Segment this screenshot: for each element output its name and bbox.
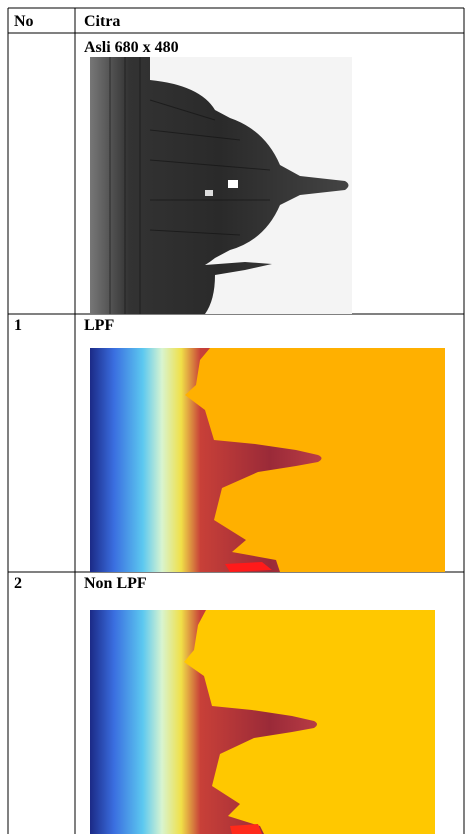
caption: Asli 680 x 480 <box>84 39 179 56</box>
image-lpf <box>90 348 445 572</box>
row-number: 2 <box>14 575 22 592</box>
image-original <box>90 57 352 314</box>
row-number: 1 <box>14 317 22 334</box>
caption: LPF <box>84 317 114 334</box>
header-no: No <box>14 13 34 30</box>
image-non-lpf <box>90 610 435 834</box>
header-citra: Citra <box>84 13 120 30</box>
table-grid <box>7 7 465 834</box>
caption: Non LPF <box>84 575 147 592</box>
